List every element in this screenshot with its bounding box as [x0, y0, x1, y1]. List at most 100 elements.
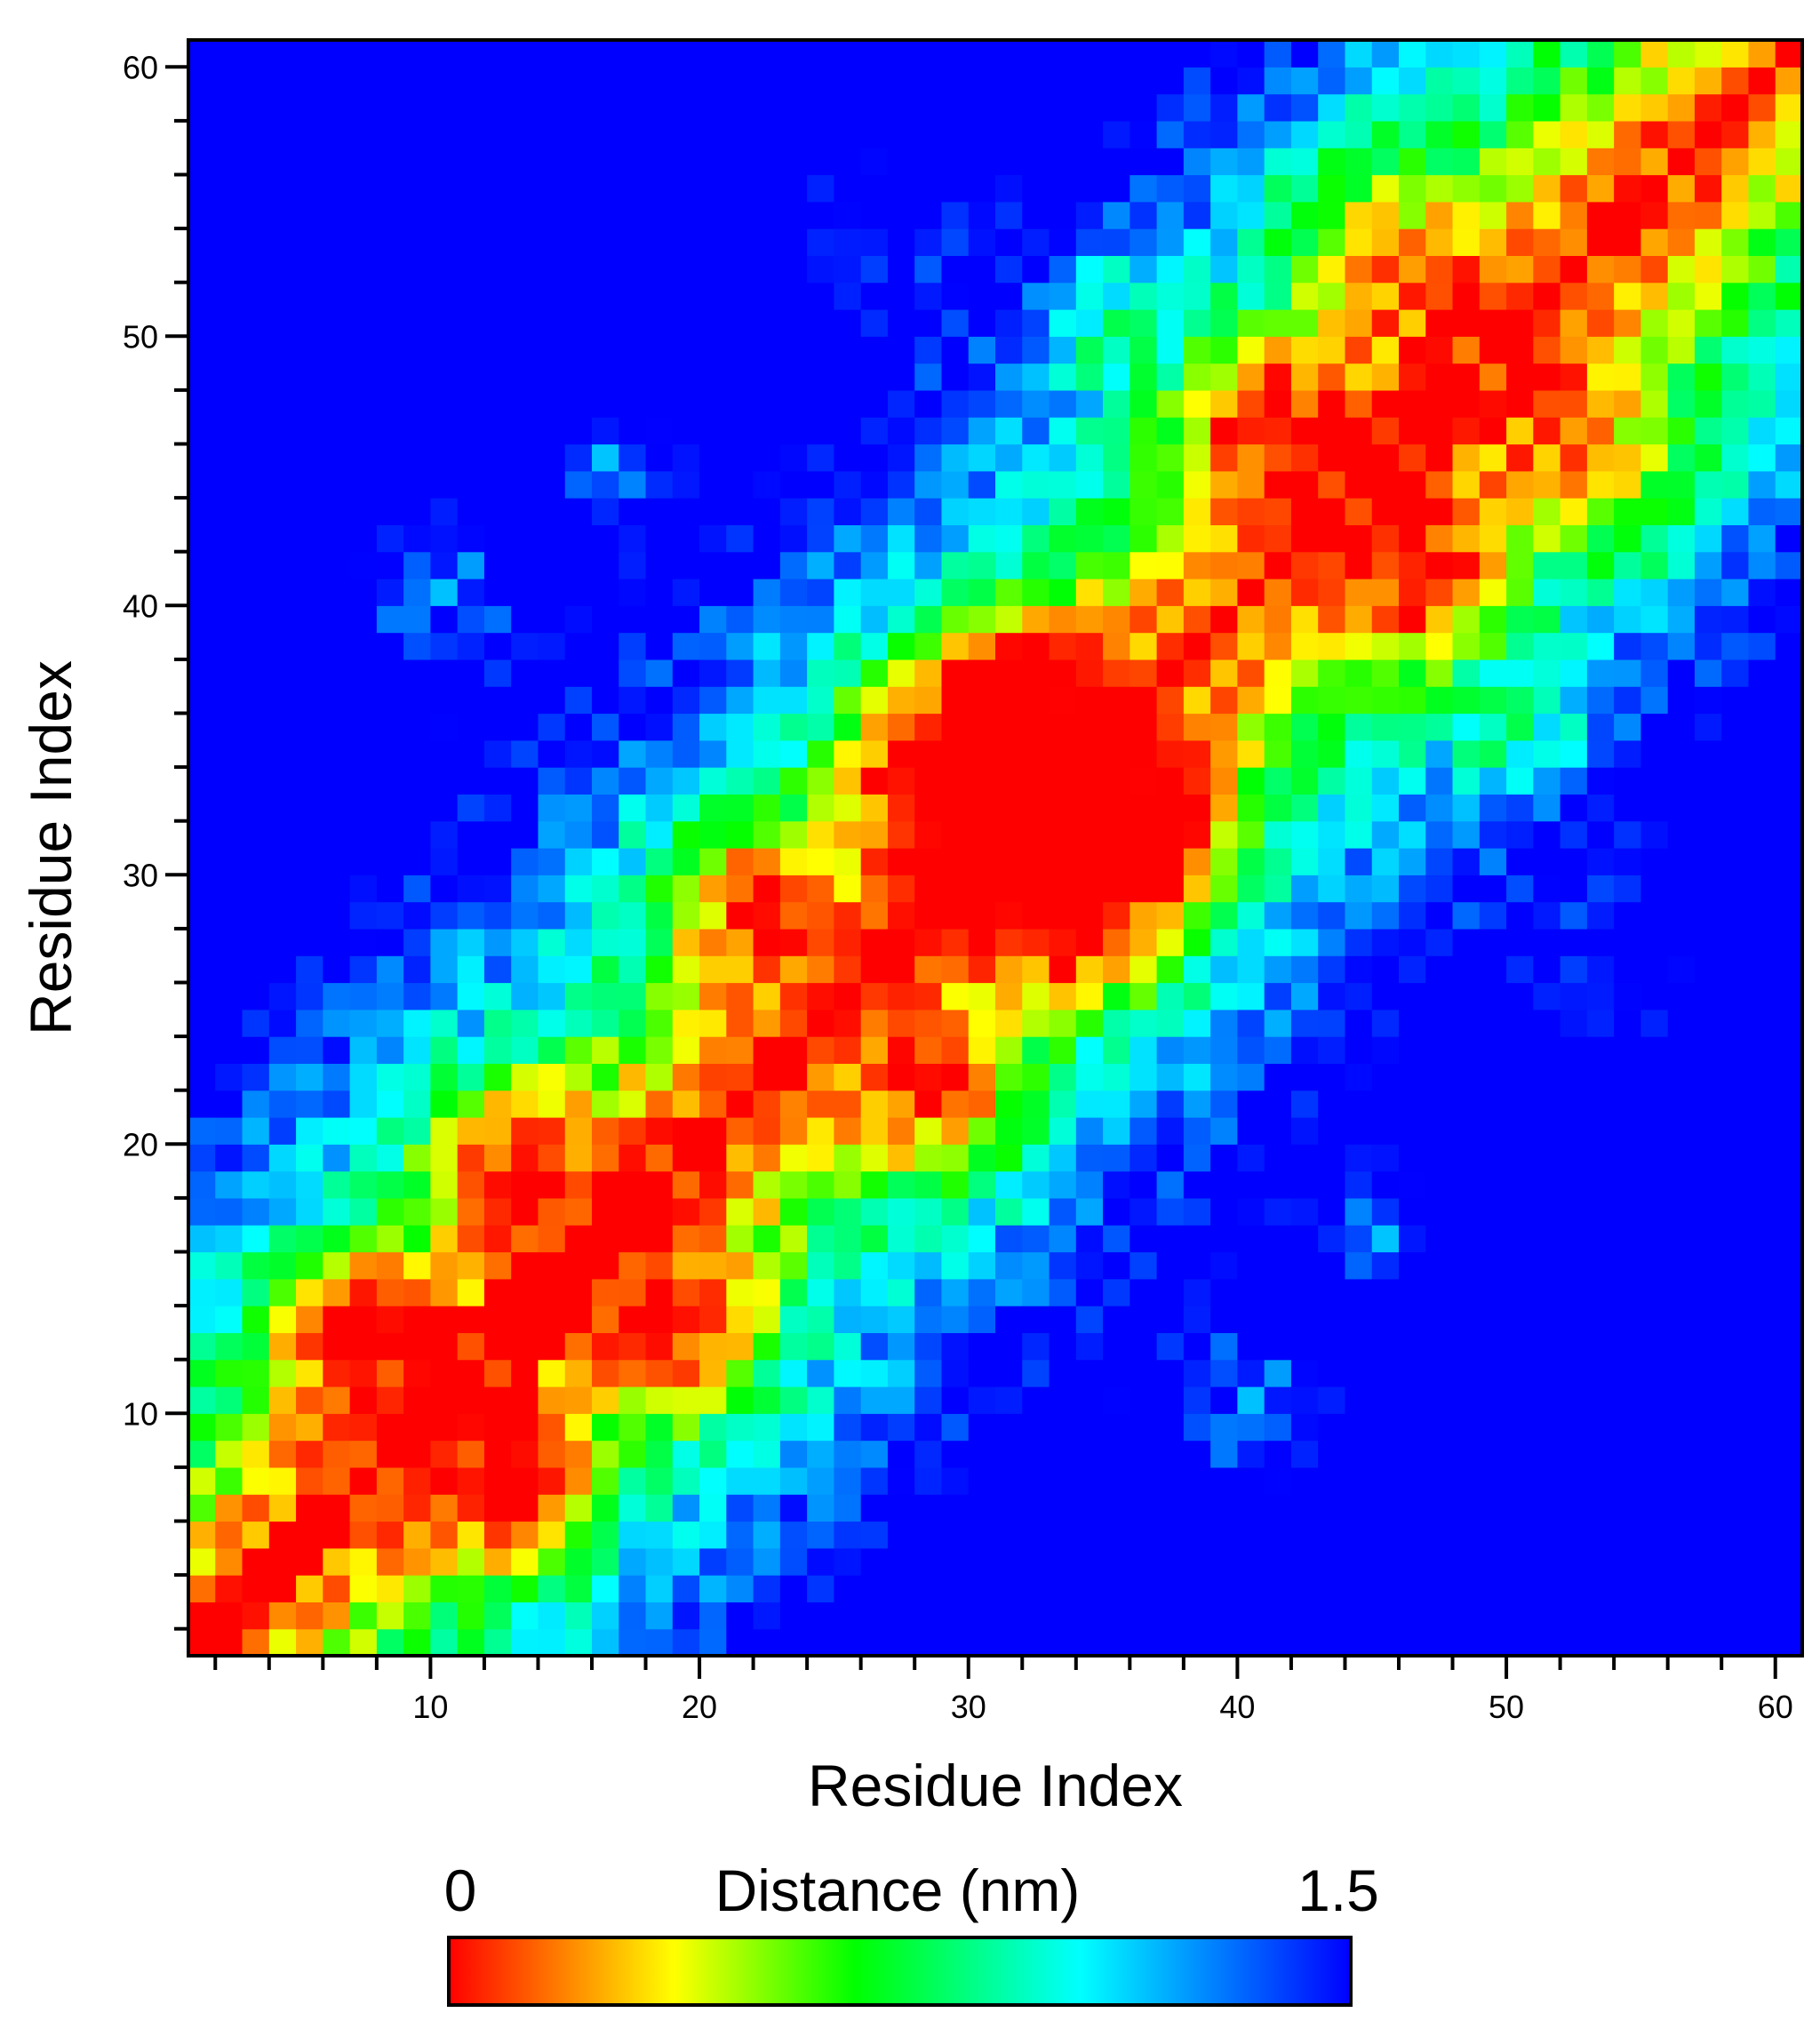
heatmap-cell	[242, 93, 270, 122]
heatmap-cell	[753, 928, 781, 956]
heatmap-cell	[1586, 228, 1615, 256]
heatmap-cell	[672, 1332, 700, 1361]
heatmap-cell	[323, 875, 351, 903]
heatmap-cell	[323, 1117, 351, 1145]
heatmap-cell	[1049, 336, 1077, 364]
heatmap-cell	[1022, 1332, 1050, 1361]
heatmap-cell	[1748, 1575, 1776, 1602]
heatmap-cell	[645, 148, 674, 176]
heatmap-cell	[619, 686, 647, 715]
heatmap-cell	[1694, 686, 1722, 715]
heatmap-cell	[1748, 1251, 1776, 1280]
heatmap-cell	[1479, 551, 1507, 579]
heatmap-cell	[1049, 686, 1077, 715]
heatmap-cell	[1290, 1547, 1319, 1576]
heatmap-cell	[215, 1251, 243, 1280]
heatmap-cell	[1560, 148, 1588, 176]
heatmap-cell	[1075, 794, 1104, 822]
heatmap-cell	[726, 1547, 754, 1576]
heatmap-cell	[349, 498, 378, 525]
heatmap-cell	[1614, 1225, 1641, 1253]
heatmap-cell	[887, 659, 915, 687]
heatmap-cell	[1130, 686, 1158, 715]
heatmap-cell	[1560, 417, 1588, 445]
heatmap-cell	[1130, 363, 1158, 391]
heatmap-cell	[188, 201, 216, 229]
heatmap-cell	[538, 443, 566, 472]
heatmap-cell	[483, 686, 512, 715]
heatmap-cell	[995, 1009, 1023, 1037]
heatmap-cell	[672, 1063, 700, 1091]
heatmap-cell	[403, 148, 431, 176]
heatmap-cell	[1667, 1547, 1696, 1576]
heatmap-cell	[564, 1547, 593, 1576]
heatmap-cell	[1075, 336, 1104, 364]
heatmap-cell	[1479, 713, 1507, 741]
heatmap-cell	[753, 201, 781, 229]
heatmap-cell	[726, 470, 754, 499]
heatmap-cell	[1264, 686, 1292, 715]
heatmap-cell	[296, 1413, 323, 1442]
heatmap-cell	[296, 120, 323, 148]
heatmap-cell	[779, 120, 808, 148]
heatmap-cell	[1399, 40, 1426, 68]
heatmap-cell	[1264, 1170, 1292, 1199]
heatmap-cell	[323, 389, 351, 418]
heatmap-cell	[1049, 1440, 1077, 1468]
heatmap-cell	[376, 605, 404, 634]
heatmap-cell	[1264, 579, 1292, 606]
heatmap-cell	[1506, 1278, 1534, 1306]
heatmap-cell	[430, 1063, 459, 1091]
heatmap-cell	[349, 228, 378, 256]
heatmap-cell	[1130, 1278, 1158, 1306]
heatmap-cell	[1345, 1628, 1373, 1657]
heatmap-cell	[726, 148, 754, 176]
heatmap-cell	[1399, 928, 1426, 956]
heatmap-cell	[860, 1413, 889, 1442]
heatmap-cell	[1748, 443, 1776, 472]
heatmap-cell	[564, 1521, 593, 1549]
heatmap-cell	[1345, 713, 1373, 741]
heatmap-cell	[1452, 1602, 1481, 1630]
heatmap-cell	[538, 901, 566, 930]
heatmap-cell	[1452, 1170, 1481, 1199]
heatmap-cell	[1614, 1306, 1641, 1333]
heatmap-cell	[1533, 389, 1561, 418]
heatmap-cell	[242, 1521, 270, 1549]
heatmap-cell	[1103, 1359, 1130, 1387]
heatmap-cell	[457, 1197, 485, 1226]
heatmap-cell	[188, 982, 216, 1010]
heatmap-cell	[887, 1521, 915, 1549]
heatmap-cell	[349, 1521, 378, 1549]
heatmap-cell	[1049, 794, 1077, 822]
heatmap-cell	[242, 40, 270, 68]
heatmap-cell	[592, 713, 619, 741]
heatmap-cell	[645, 336, 674, 364]
heatmap-cell	[188, 1170, 216, 1199]
heatmap-cell	[403, 794, 431, 822]
heatmap-cell	[968, 686, 996, 715]
heatmap-cell	[887, 632, 915, 660]
heatmap-cell	[1775, 336, 1803, 364]
heatmap-cell	[779, 982, 808, 1010]
heatmap-cell	[242, 551, 270, 579]
heatmap-cell	[834, 1332, 862, 1361]
heatmap-cell	[564, 875, 593, 903]
heatmap-cell	[1075, 309, 1104, 337]
heatmap-cell	[1452, 982, 1481, 1010]
heatmap-cell	[1721, 201, 1750, 229]
heatmap-cell	[1748, 67, 1776, 95]
heatmap-cell	[860, 901, 889, 930]
heatmap-cell	[779, 40, 808, 68]
heatmap-cell	[376, 982, 404, 1010]
heatmap-cell	[242, 417, 270, 445]
heatmap-cell	[1290, 1466, 1319, 1495]
heatmap-cell	[1640, 1466, 1669, 1495]
heatmap-cell	[1452, 1090, 1481, 1118]
heatmap-cell	[1399, 1306, 1426, 1333]
heatmap-cell	[1022, 417, 1050, 445]
heatmap-cell	[215, 848, 243, 875]
heatmap-cell	[1748, 524, 1776, 553]
heatmap-cell	[349, 739, 378, 768]
heatmap-cell	[564, 1413, 593, 1442]
